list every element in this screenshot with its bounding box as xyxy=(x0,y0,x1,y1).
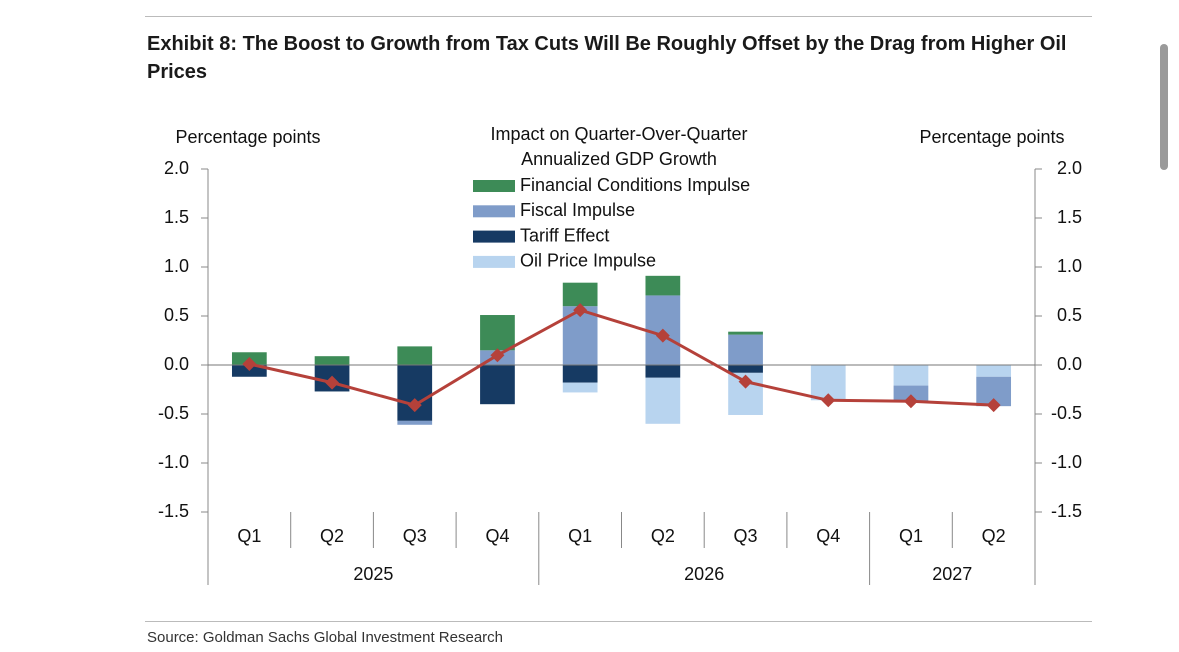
legend-swatch xyxy=(473,205,515,218)
line-marker xyxy=(407,398,422,413)
x-tick-label: Q4 xyxy=(485,526,509,546)
line-marker xyxy=(573,303,588,318)
line-marker xyxy=(655,328,670,343)
y-tick-label: 2.0 xyxy=(164,158,189,178)
bar xyxy=(562,282,598,307)
bar xyxy=(645,275,681,296)
x-tick-label: Q2 xyxy=(651,526,675,546)
bar xyxy=(893,365,929,386)
y2-tick-label: -1.5 xyxy=(1051,501,1082,521)
bar xyxy=(893,385,929,402)
line-marker xyxy=(903,394,918,409)
bar xyxy=(645,377,681,424)
y-axis-title: Percentage points xyxy=(175,127,320,147)
y-tick-label: -0.5 xyxy=(158,403,189,423)
y2-axis-title: Percentage points xyxy=(919,127,1064,147)
bar xyxy=(397,346,433,365)
y-tick-label: 0.5 xyxy=(164,305,189,325)
legend-swatch xyxy=(473,230,515,243)
x-tick-label: Q1 xyxy=(568,526,592,546)
top-rule xyxy=(145,16,1092,17)
source: Source: Goldman Sachs Global Investment … xyxy=(147,629,504,646)
legend-label: Oil Price Impulse xyxy=(520,251,656,271)
bar xyxy=(562,382,598,393)
y-tick-label: -1.5 xyxy=(158,501,189,521)
y-tick-label: 1.5 xyxy=(164,207,189,227)
bar xyxy=(314,356,350,365)
y-tick-label: 1.0 xyxy=(164,256,189,276)
x-tick-label: Q1 xyxy=(899,526,923,546)
x-tick-label: Q4 xyxy=(816,526,840,546)
line-marker xyxy=(325,375,340,390)
legend-swatch xyxy=(473,255,515,268)
x-tick-label: Q3 xyxy=(403,526,427,546)
bar xyxy=(397,365,433,421)
x-tick-label: Q1 xyxy=(237,526,261,546)
x-tick-label: Q2 xyxy=(320,526,344,546)
x-tick-label: Q3 xyxy=(734,526,758,546)
line-marker xyxy=(490,348,505,363)
bar xyxy=(976,365,1012,377)
line-marker xyxy=(738,374,753,389)
scrollbar[interactable] xyxy=(1160,44,1168,170)
bar xyxy=(728,334,763,365)
group-label: 2027 xyxy=(932,564,972,584)
group-label: 2026 xyxy=(684,564,724,584)
y2-tick-label: 1.0 xyxy=(1057,256,1082,276)
legend-label: Financial Conditions Impulse xyxy=(520,175,750,195)
bar xyxy=(562,365,598,383)
bar xyxy=(480,365,515,405)
y2-tick-label: -0.5 xyxy=(1051,403,1082,423)
line-marker xyxy=(242,357,257,372)
y2-tick-label: 0.0 xyxy=(1057,354,1082,374)
y2-tick-label: 2.0 xyxy=(1057,158,1082,178)
y-tick-label: 0.0 xyxy=(164,354,189,374)
y2-tick-label: -1.0 xyxy=(1051,452,1082,472)
bar xyxy=(480,315,515,351)
legend-label: Fiscal Impulse xyxy=(520,200,635,220)
legend-title: Annualized GDP Growth xyxy=(521,149,717,169)
bar xyxy=(728,365,763,373)
bar xyxy=(728,331,763,335)
bottom-rule xyxy=(145,621,1092,622)
line xyxy=(249,308,994,407)
chart-title: Exhibit 8: The Boost to Growth from Tax … xyxy=(147,33,1067,83)
bar xyxy=(397,420,433,425)
y2-tick-label: 1.5 xyxy=(1057,207,1082,227)
legend-swatch xyxy=(473,180,515,192)
bar xyxy=(645,365,681,378)
x-tick-label: Q2 xyxy=(982,526,1006,546)
line-marker xyxy=(986,398,1001,413)
legend-label: Tariff Effect xyxy=(520,225,609,245)
group-label: 2025 xyxy=(353,564,393,584)
y2-tick-label: 0.5 xyxy=(1057,305,1082,325)
y-tick-label: -1.0 xyxy=(158,452,189,472)
legend-title: Impact on Quarter-Over-Quarter xyxy=(490,124,747,144)
line-marker xyxy=(821,393,836,408)
